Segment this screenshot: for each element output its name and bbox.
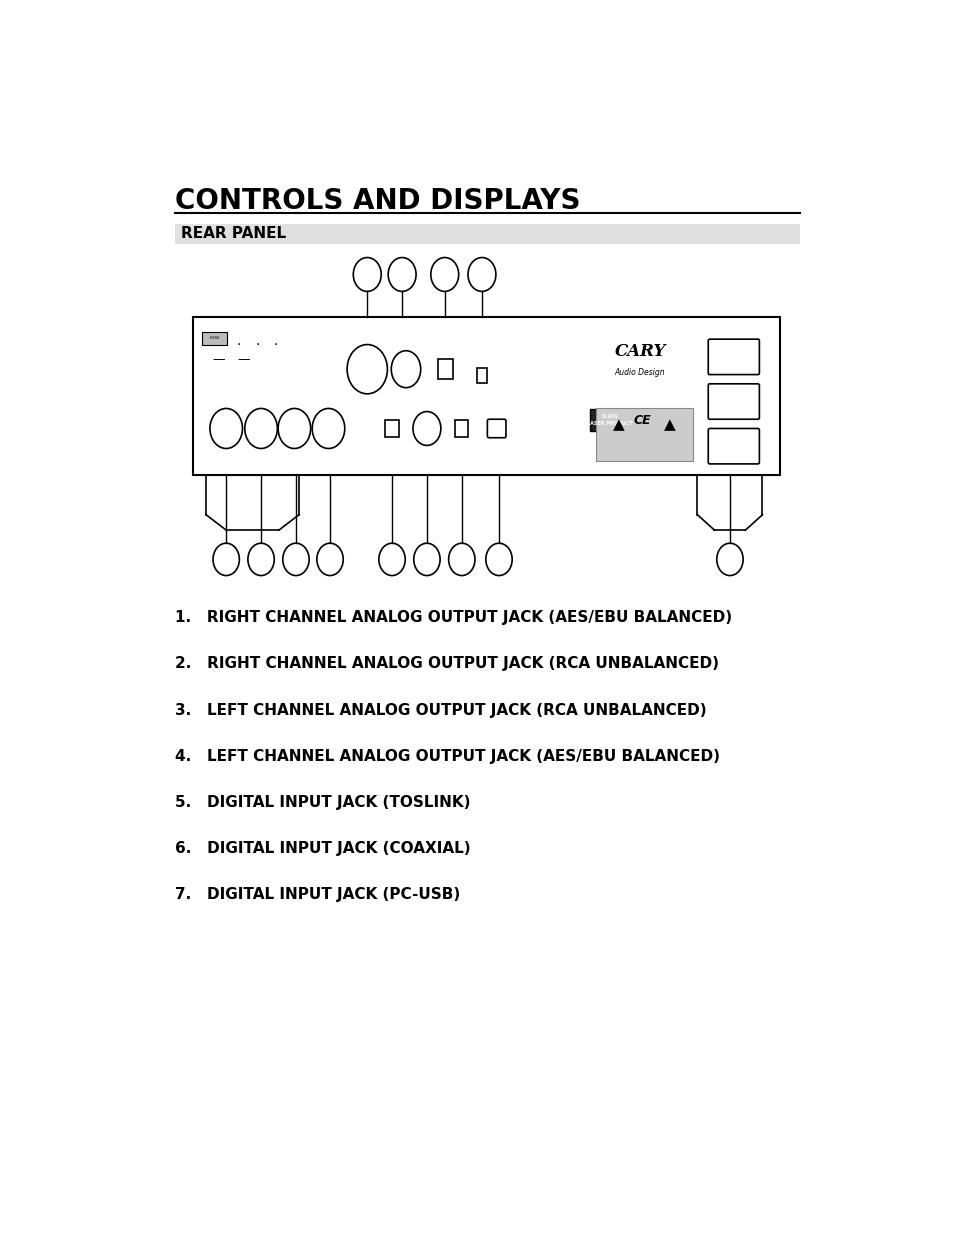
- Text: ·: ·: [236, 337, 240, 352]
- Text: 6.   DIGITAL INPUT JACK (COAXIAL): 6. DIGITAL INPUT JACK (COAXIAL): [174, 841, 470, 856]
- Text: ▲: ▲: [613, 417, 624, 432]
- Ellipse shape: [378, 543, 405, 576]
- Text: ·: ·: [274, 337, 277, 352]
- Bar: [174, 224, 799, 243]
- Ellipse shape: [388, 258, 416, 291]
- Text: 3.   LEFT CHANNEL ANALOG OUTPUT JACK (RCA UNBALANCED): 3. LEFT CHANNEL ANALOG OUTPUT JACK (RCA …: [174, 703, 706, 718]
- FancyBboxPatch shape: [707, 429, 759, 464]
- Text: Audio Design: Audio Design: [614, 368, 664, 377]
- Ellipse shape: [485, 543, 512, 576]
- Bar: [596, 409, 692, 461]
- Ellipse shape: [431, 258, 458, 291]
- Ellipse shape: [414, 543, 439, 576]
- FancyBboxPatch shape: [487, 419, 505, 437]
- Ellipse shape: [391, 351, 420, 388]
- Text: 4.   LEFT CHANNEL ANALOG OUTPUT JACK (AES/EBU BALANCED): 4. LEFT CHANNEL ANALOG OUTPUT JACK (AES/…: [174, 748, 720, 763]
- Ellipse shape: [347, 345, 387, 394]
- Text: —: —: [236, 353, 250, 367]
- Text: CLASS
LASER PRODUCT: CLASS LASER PRODUCT: [586, 415, 632, 426]
- Text: CARY: CARY: [614, 343, 665, 359]
- Ellipse shape: [353, 258, 381, 291]
- Text: ▲: ▲: [663, 417, 675, 432]
- Text: CE: CE: [633, 414, 651, 426]
- Ellipse shape: [245, 409, 277, 448]
- Text: ·: ·: [254, 337, 259, 352]
- Ellipse shape: [213, 543, 239, 576]
- Ellipse shape: [248, 543, 274, 576]
- Ellipse shape: [278, 409, 311, 448]
- Ellipse shape: [282, 543, 309, 576]
- Text: 2.   RIGHT CHANNEL ANALOG OUTPUT JACK (RCA UNBALANCED): 2. RIGHT CHANNEL ANALOG OUTPUT JACK (RCA…: [174, 656, 719, 672]
- Bar: [437, 359, 453, 379]
- Ellipse shape: [312, 409, 344, 448]
- Bar: [385, 420, 398, 437]
- Text: 1.   RIGHT CHANNEL ANALOG OUTPUT JACK (AES/EBU BALANCED): 1. RIGHT CHANNEL ANALOG OUTPUT JACK (AES…: [174, 610, 731, 625]
- Bar: [455, 420, 468, 437]
- Ellipse shape: [413, 411, 440, 446]
- Text: REAR PANEL: REAR PANEL: [181, 226, 286, 241]
- Ellipse shape: [716, 543, 742, 576]
- FancyBboxPatch shape: [707, 340, 759, 374]
- Ellipse shape: [448, 543, 475, 576]
- Text: —: —: [212, 353, 225, 367]
- Ellipse shape: [468, 258, 496, 291]
- FancyBboxPatch shape: [707, 384, 759, 419]
- Text: CONTROLS AND DISPLAYS: CONTROLS AND DISPLAYS: [174, 186, 580, 215]
- Text: 7.   DIGITAL INPUT JACK (PC-USB): 7. DIGITAL INPUT JACK (PC-USB): [174, 888, 459, 903]
- Ellipse shape: [316, 543, 343, 576]
- Ellipse shape: [210, 409, 242, 448]
- Bar: [476, 368, 487, 383]
- Bar: [589, 409, 629, 431]
- Bar: [202, 332, 227, 345]
- Text: FUSE: FUSE: [209, 336, 219, 341]
- Text: 5.   DIGITAL INPUT JACK (TOSLINK): 5. DIGITAL INPUT JACK (TOSLINK): [174, 795, 470, 810]
- Bar: [193, 317, 779, 474]
